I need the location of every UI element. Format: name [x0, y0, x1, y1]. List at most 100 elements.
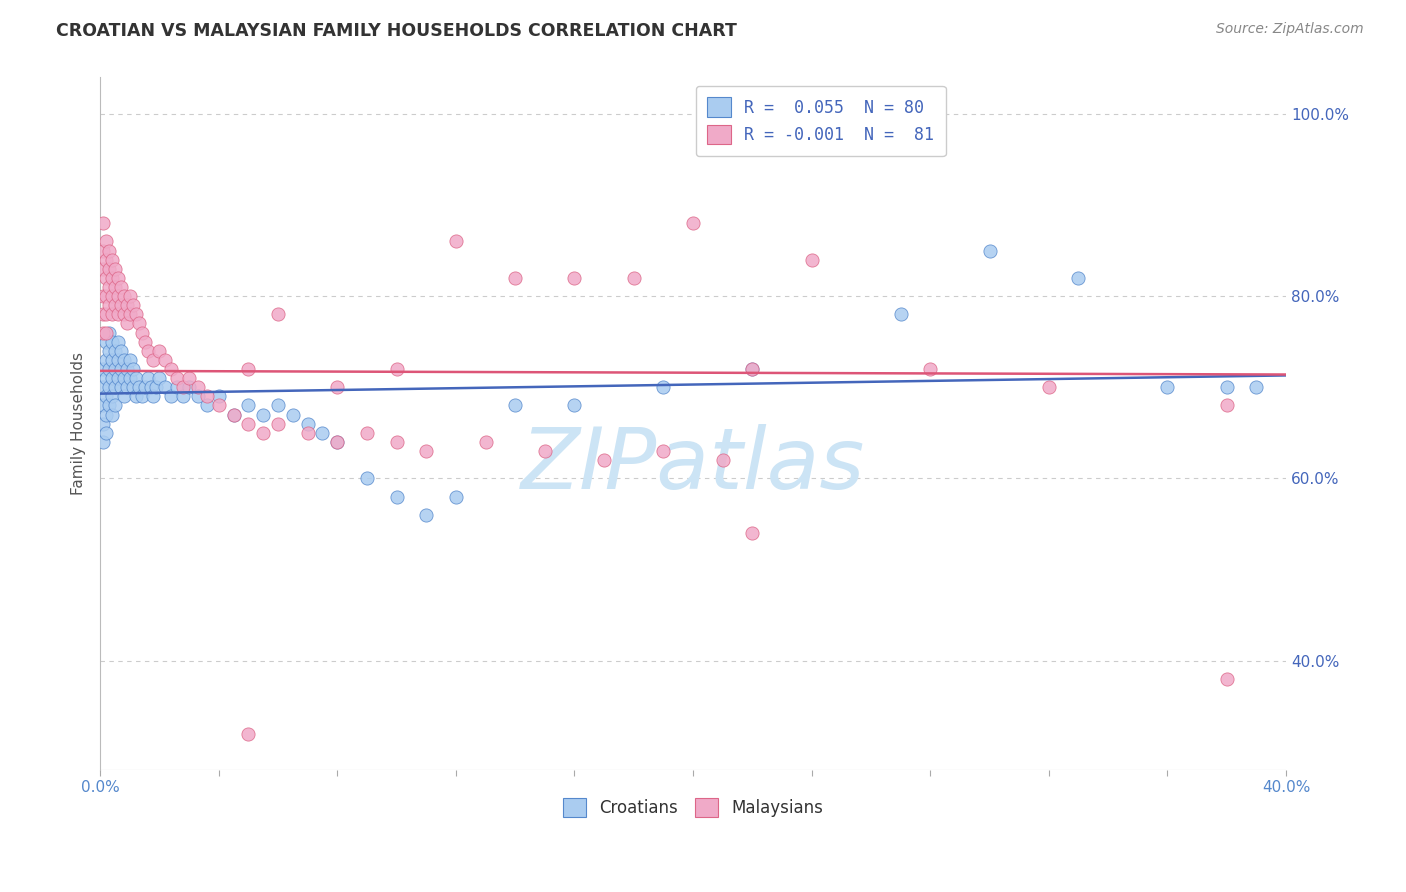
Point	[267, 399, 290, 413]
Point	[94, 271, 117, 285]
Point	[94, 408, 117, 422]
Point	[297, 417, 319, 431]
Point	[297, 425, 319, 440]
Point	[121, 380, 143, 394]
Point	[110, 380, 132, 394]
Point	[98, 298, 121, 312]
Point	[979, 244, 1001, 258]
Point	[98, 399, 121, 413]
Point	[1246, 380, 1268, 394]
Point	[104, 399, 127, 413]
Text: Source: ZipAtlas.com: Source: ZipAtlas.com	[1216, 22, 1364, 37]
Point	[91, 380, 114, 394]
Point	[187, 380, 209, 394]
Point	[1215, 672, 1237, 686]
Point	[326, 434, 349, 449]
Point	[711, 453, 734, 467]
Point	[281, 408, 304, 422]
Point	[415, 508, 437, 522]
Point	[1156, 380, 1178, 394]
Point	[91, 434, 114, 449]
Point	[112, 289, 135, 303]
Point	[91, 399, 114, 413]
Point	[121, 298, 143, 312]
Point	[101, 371, 124, 385]
Point	[128, 317, 150, 331]
Point	[1215, 399, 1237, 413]
Point	[155, 380, 177, 394]
Point	[121, 362, 143, 376]
Point	[166, 380, 188, 394]
Point	[142, 389, 165, 403]
Point	[195, 389, 218, 403]
Point	[112, 371, 135, 385]
Point	[112, 353, 135, 368]
Point	[107, 271, 129, 285]
Point	[145, 380, 167, 394]
Point	[800, 252, 823, 267]
Point	[101, 408, 124, 422]
Point	[94, 371, 117, 385]
Point	[160, 362, 183, 376]
Point	[741, 362, 763, 376]
Point	[94, 353, 117, 368]
Point	[1067, 271, 1090, 285]
Point	[139, 380, 162, 394]
Point	[160, 389, 183, 403]
Point	[91, 261, 114, 276]
Point	[91, 362, 114, 376]
Point	[503, 271, 526, 285]
Point	[623, 271, 645, 285]
Point	[131, 389, 153, 403]
Point	[503, 399, 526, 413]
Point	[326, 434, 349, 449]
Point	[94, 334, 117, 349]
Point	[208, 389, 231, 403]
Point	[115, 317, 138, 331]
Point	[682, 216, 704, 230]
Point	[195, 399, 218, 413]
Point	[91, 244, 114, 258]
Point	[238, 726, 260, 740]
Point	[104, 280, 127, 294]
Point	[172, 389, 194, 403]
Point	[136, 371, 159, 385]
Point	[110, 280, 132, 294]
Point	[104, 261, 127, 276]
Point	[131, 326, 153, 340]
Point	[98, 244, 121, 258]
Point	[238, 362, 260, 376]
Point	[187, 389, 209, 403]
Point	[115, 362, 138, 376]
Point	[98, 261, 121, 276]
Point	[98, 343, 121, 358]
Point	[110, 298, 132, 312]
Point	[118, 371, 141, 385]
Point	[98, 362, 121, 376]
Point	[890, 307, 912, 321]
Point	[128, 380, 150, 394]
Point	[385, 434, 408, 449]
Point	[125, 307, 148, 321]
Point	[356, 471, 378, 485]
Point	[238, 399, 260, 413]
Point	[134, 334, 156, 349]
Point	[564, 271, 586, 285]
Point	[148, 371, 170, 385]
Point	[107, 353, 129, 368]
Point	[134, 380, 156, 394]
Point	[415, 444, 437, 458]
Point	[107, 289, 129, 303]
Point	[148, 343, 170, 358]
Point	[104, 362, 127, 376]
Point	[222, 408, 245, 422]
Point	[107, 371, 129, 385]
Point	[107, 334, 129, 349]
Point	[112, 389, 135, 403]
Point	[166, 371, 188, 385]
Point	[118, 353, 141, 368]
Legend: Croatians, Malaysians: Croatians, Malaysians	[555, 791, 830, 824]
Point	[110, 343, 132, 358]
Point	[91, 326, 114, 340]
Point	[1038, 380, 1060, 394]
